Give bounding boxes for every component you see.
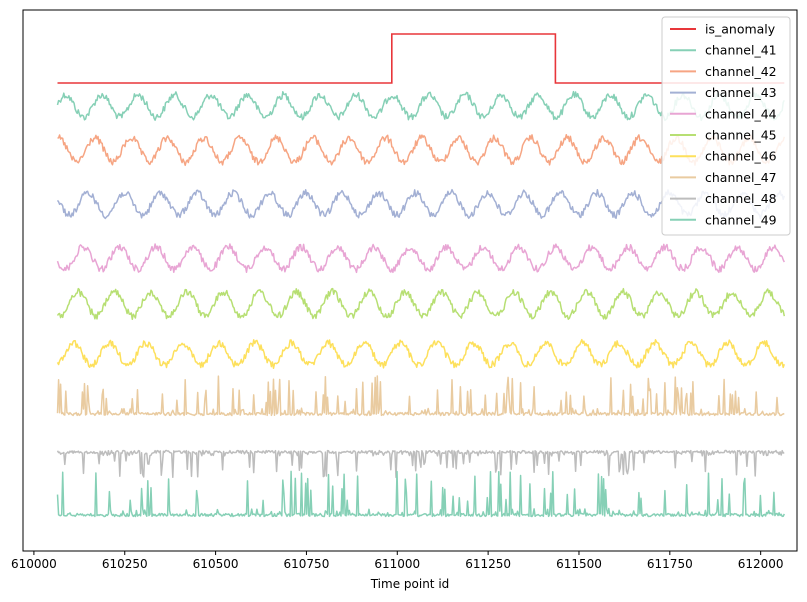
- x-tick-label: 611750: [647, 557, 693, 571]
- legend-label: channel_45: [705, 128, 777, 143]
- series-line-channel-49: [56, 470, 785, 518]
- x-tick-label: 612000: [738, 557, 784, 571]
- x-tick-label: 610750: [284, 557, 330, 571]
- legend: is_anomaly channel_41 channel_42 channel_43…: [661, 16, 791, 236]
- legend-label: channel_49: [705, 212, 777, 227]
- legend-label: channel_44: [705, 106, 777, 121]
- legend-label: channel_47: [705, 170, 777, 185]
- series-line-channel-48: [56, 449, 785, 479]
- x-tick-label: 611500: [556, 557, 602, 571]
- x-axis: 610000 610250 610500 610750 611000 611250 6115…: [11, 551, 784, 571]
- legend-label: channel_42: [705, 64, 777, 79]
- x-tick-label: 611000: [374, 557, 420, 571]
- series-line-is-anomaly: [57, 33, 785, 84]
- legend-label: channel_48: [705, 191, 777, 206]
- axes-frame: [22, 9, 798, 552]
- x-tick-label: 610250: [102, 557, 148, 571]
- series-line-channel-46: [56, 338, 786, 370]
- x-tick-label: 610000: [11, 557, 57, 571]
- x-tick-label: 611250: [465, 557, 511, 571]
- legend-label: is_anomaly: [705, 22, 776, 37]
- x-tick-label: 610500: [193, 557, 239, 571]
- legend-label: channel_41: [705, 43, 777, 58]
- series-line-channel-44: [56, 243, 785, 274]
- series-line-channel-45: [56, 287, 786, 321]
- plot-area: [56, 33, 786, 518]
- series-line-channel-47: [56, 375, 785, 417]
- x-axis-label: Time point id: [370, 577, 450, 591]
- legend-label: channel_46: [705, 149, 777, 164]
- legend-label: channel_43: [705, 85, 777, 100]
